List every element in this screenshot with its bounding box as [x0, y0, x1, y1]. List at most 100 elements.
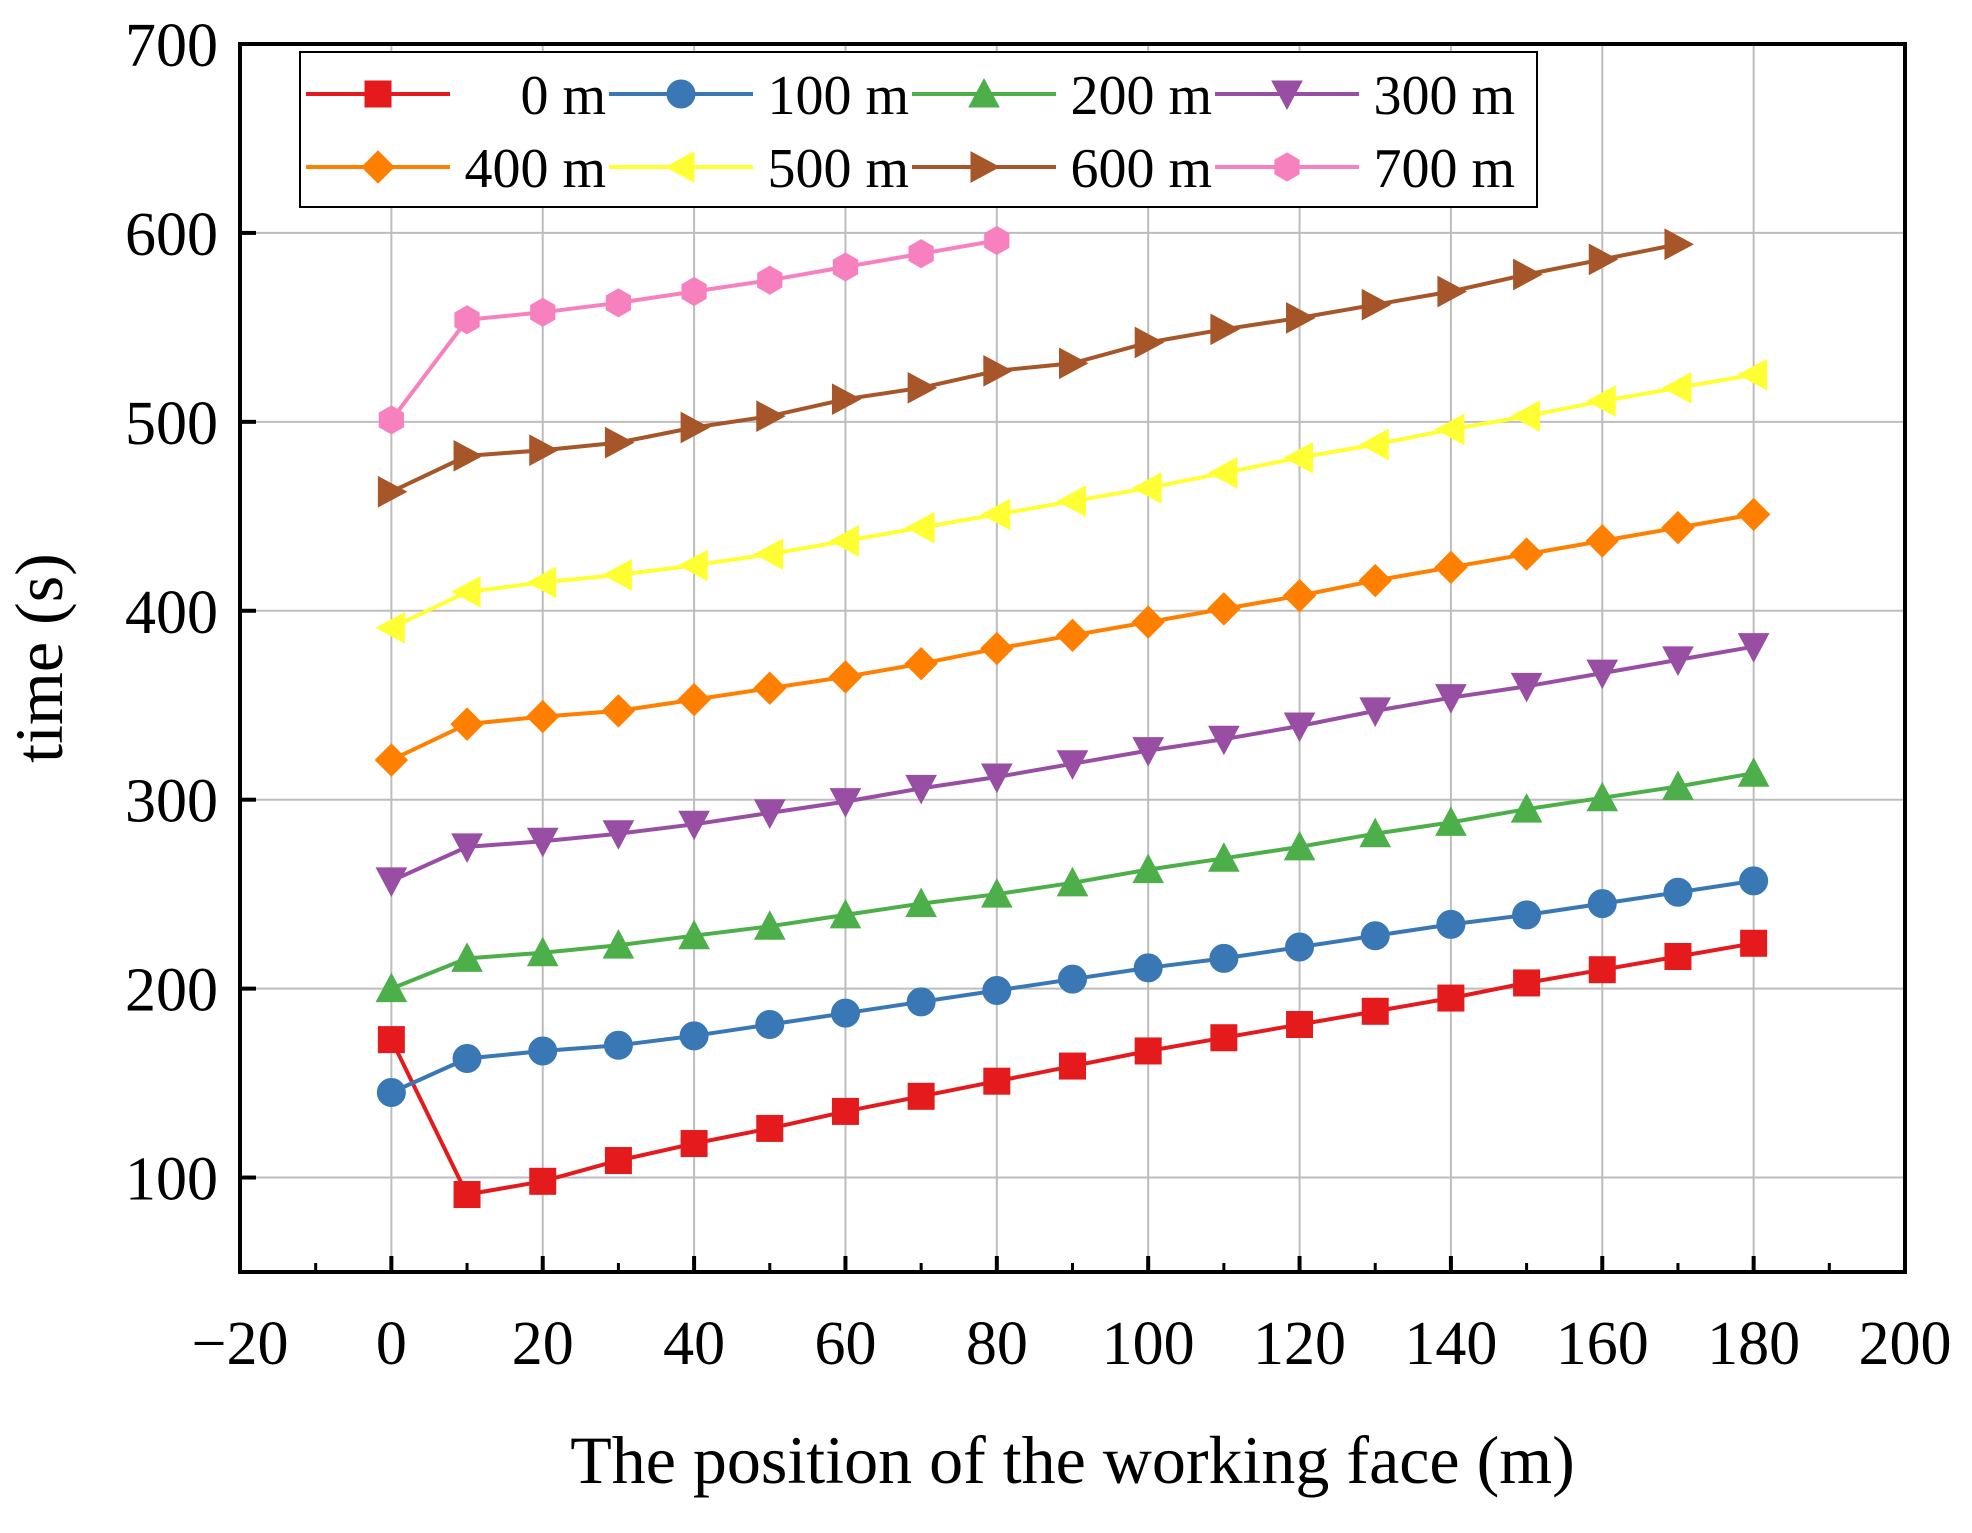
legend-100m: 100 m	[609, 65, 909, 127]
series-600m-point	[1210, 313, 1240, 346]
series-700m-point	[378, 405, 404, 435]
series-700m-point	[530, 297, 556, 327]
series-0m-point	[907, 1082, 935, 1110]
series-600m-point	[1513, 258, 1543, 291]
series-400m-point	[980, 631, 1014, 666]
series-400m-point	[1585, 524, 1619, 558]
series-700m-point	[832, 252, 859, 282]
y-tick-label: 400	[125, 579, 218, 647]
series-600m-point	[529, 434, 559, 467]
legend-500m: 500 m	[609, 138, 909, 200]
series-700m-point	[681, 276, 707, 307]
legend: 0 m 100 m 200 m 300 m 400 m 500 m 600 m 700 m	[299, 51, 1538, 208]
series-400m-point	[1207, 592, 1241, 626]
series-100m-point	[1587, 889, 1617, 919]
series-300m-point	[451, 833, 483, 863]
series-0m-point	[1740, 929, 1768, 957]
series-600m-point	[907, 372, 938, 404]
series-500m-point	[1586, 385, 1616, 417]
legend-400m-label: 400 m	[464, 138, 606, 200]
series-400m-point	[1509, 537, 1544, 571]
series-300m-point	[526, 827, 559, 858]
legend-200m-marker	[968, 77, 1000, 108]
legend-600m-label: 600 m	[1070, 138, 1212, 200]
series-700m-point	[454, 305, 480, 335]
series-0m-point	[1513, 969, 1541, 997]
series-200m-point	[1208, 842, 1240, 872]
series-600m-point	[604, 426, 635, 459]
series-200m-point	[375, 972, 408, 1003]
x-tick-label: 80	[966, 1310, 1028, 1378]
series-100m-point	[1058, 964, 1087, 994]
series-200m-point	[1510, 793, 1543, 823]
series-0m-point	[1361, 997, 1389, 1025]
series-200m-point	[526, 936, 559, 967]
series-400m-point	[450, 707, 484, 741]
series-400m-point	[1282, 578, 1317, 613]
legend-200m-label: 200 m	[1070, 65, 1212, 127]
series-100m-point	[1133, 953, 1163, 983]
x-tick-label: −20	[192, 1310, 289, 1378]
series-400m-point	[753, 671, 787, 705]
series-400m-point	[1736, 497, 1771, 532]
series-100m-point	[1739, 866, 1769, 896]
x-tick-label: 20	[512, 1310, 574, 1378]
series-300m-point	[1283, 712, 1316, 743]
series-200m-point	[1435, 806, 1467, 836]
series-400m-point	[828, 660, 863, 694]
legend-300m: 300 m	[1215, 65, 1515, 127]
series-0m	[377, 929, 1768, 1209]
series-0m-point	[1059, 1052, 1086, 1080]
y-tick-label: 600	[125, 201, 218, 269]
series-100m-point	[1512, 900, 1542, 930]
series-500m-point	[1737, 358, 1768, 391]
series-400m-point	[1358, 563, 1392, 598]
series-600m-point	[453, 440, 484, 472]
series-300m-point	[375, 867, 408, 897]
series-600m	[377, 228, 1695, 508]
series-0m-point	[1286, 1011, 1314, 1039]
series-500m-point	[375, 611, 405, 644]
series-600m-point	[831, 383, 862, 416]
series-200m-point	[1359, 817, 1392, 848]
series-700m-point	[984, 225, 1010, 256]
series-300m-point	[980, 763, 1013, 794]
x-tick-label: 40	[663, 1310, 725, 1378]
series-100m-point	[1360, 921, 1390, 951]
series-100m-point	[452, 1044, 482, 1074]
x-axis-title: The position of the working face (m)	[570, 1422, 1575, 1498]
series-500m-point	[450, 576, 481, 608]
series-200m-point	[1283, 830, 1316, 861]
y-axis-title: time (s)	[1, 553, 77, 763]
series-500m-point	[829, 525, 859, 557]
series-300m-point	[602, 820, 635, 850]
series-100m-point	[603, 1030, 633, 1060]
series-100m-point	[755, 1010, 785, 1040]
x-tick-label: 140	[1404, 1310, 1497, 1378]
series-0m-point	[1210, 1024, 1238, 1052]
y-tick-label: 700	[125, 12, 218, 80]
series-100m-point	[1663, 877, 1693, 907]
legend-600m-marker	[970, 151, 1001, 183]
x-tick-label: 120	[1253, 1310, 1346, 1378]
series-400m-point	[1661, 510, 1695, 545]
legend-400m-marker	[361, 150, 395, 184]
series-200m-point	[1662, 770, 1694, 800]
series-600m-point	[756, 400, 786, 433]
series-400m-point	[374, 743, 409, 777]
series-300m-point	[829, 788, 862, 818]
series-200m-point	[980, 878, 1013, 908]
legend-700m: 700 m	[1215, 138, 1515, 200]
series-200m-point	[451, 942, 483, 972]
series-400m-point	[601, 694, 636, 728]
series-300m-point	[678, 810, 710, 841]
series-300m-point	[1208, 725, 1240, 756]
series-400m-point	[1055, 618, 1090, 653]
series-400m-point	[677, 682, 711, 717]
y-tick-label: 500	[125, 390, 218, 458]
series-100m	[376, 866, 1769, 1108]
series-500m-point	[1359, 428, 1389, 461]
ticks-layer: −20 0 20 40 60 80 100 120 140 160 180 200 100 200 300 4…	[125, 12, 1952, 1378]
